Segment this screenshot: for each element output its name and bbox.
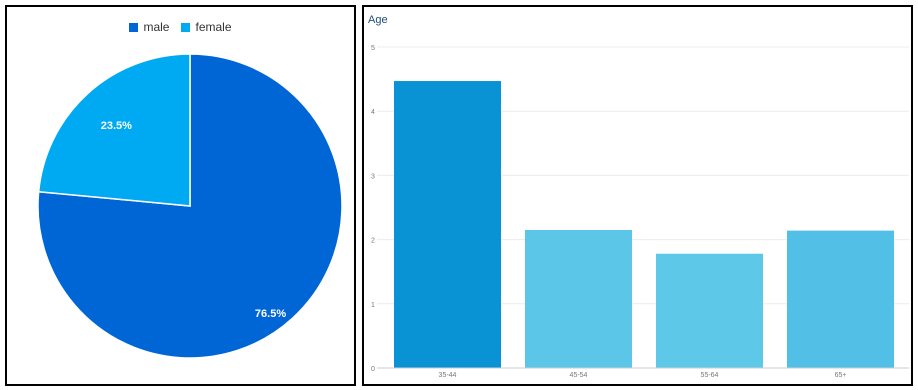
bar-65+[interactable] xyxy=(787,230,894,368)
y-tick-label: 0 xyxy=(371,366,375,373)
bar-35-44[interactable] xyxy=(394,81,501,368)
y-tick-label: 4 xyxy=(371,109,375,116)
pie-chart: 76.5% 23.5% xyxy=(37,53,343,359)
gender-pie-panel: male female 76.5% 23.5% xyxy=(5,5,356,386)
y-tick-label: 2 xyxy=(371,238,375,245)
legend-item-male[interactable]: male xyxy=(129,20,169,34)
legend-swatch-male xyxy=(129,22,139,32)
pie-label-female: 23.5% xyxy=(101,120,132,132)
bar-45-54[interactable] xyxy=(525,229,632,368)
legend-label-male: male xyxy=(143,20,170,34)
y-tick-label: 3 xyxy=(371,173,375,180)
x-tick-label: 45-54 xyxy=(570,372,588,379)
bar-chart-title: Age xyxy=(368,14,388,26)
legend-swatch-female xyxy=(181,22,191,32)
bar-chart: 0 1 2 3 4 5 35-44 45-54 55-64 65+ xyxy=(371,45,909,379)
y-tick-label: 5 xyxy=(371,45,375,52)
legend-item-female[interactable]: female xyxy=(181,20,232,34)
y-tick-label: 1 xyxy=(371,302,375,309)
x-tick-label: 65+ xyxy=(835,372,847,379)
pie-legend: male female xyxy=(7,20,354,34)
pie-label-male: 76.5% xyxy=(255,308,286,320)
x-tick-label: 55-64 xyxy=(701,372,719,379)
pie-slice-female[interactable] xyxy=(37,53,191,207)
bar-55-64[interactable] xyxy=(656,253,763,368)
age-bar-panel: Age 0 1 2 3 4 5 35-44 45-54 55-64 65+ xyxy=(362,5,913,386)
legend-label-female: female xyxy=(195,20,232,34)
x-tick-label: 35-44 xyxy=(439,372,457,379)
